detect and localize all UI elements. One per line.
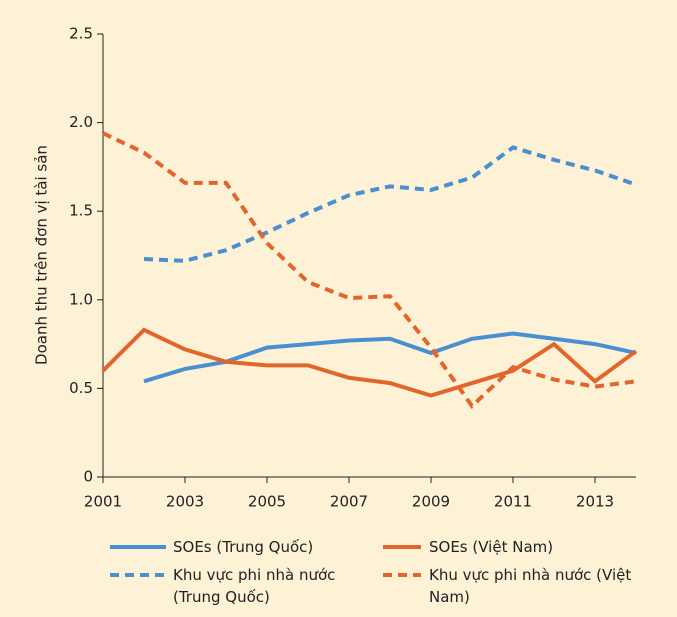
series-line: [101, 327, 638, 398]
legend-label: Khu vực phi nhà nước (Việt Nam): [429, 566, 632, 606]
y-tick-label: 0: [83, 468, 93, 486]
y-tick-label: 0.5: [69, 379, 93, 397]
x-tick-label: 2011: [494, 493, 532, 511]
series-line: [102, 131, 637, 410]
x-tick-label: 2007: [330, 493, 368, 511]
y-tick-label: 2.0: [69, 113, 93, 131]
y-axis-label: Doanh thu trên đơn vị tài sản: [33, 145, 51, 365]
legend-label: Khu vực phi nhà nước (Trung Quốc): [173, 566, 336, 606]
x-tick-label: 2005: [248, 493, 286, 511]
x-tick-label: 2003: [166, 493, 204, 511]
x-tick-label: 2001: [84, 493, 122, 511]
series-line: [143, 145, 637, 263]
x-tick-label: 2013: [576, 493, 614, 511]
legend-label: SOEs (Việt Nam): [429, 538, 554, 556]
y-tick-label: 1.5: [69, 202, 93, 220]
x-tick-label: 2009: [412, 493, 450, 511]
y-tick-label: 1.0: [69, 290, 93, 308]
y-tick-label: 2.5: [69, 25, 93, 43]
legend-label: SOEs (Trung Quốc): [173, 538, 314, 556]
